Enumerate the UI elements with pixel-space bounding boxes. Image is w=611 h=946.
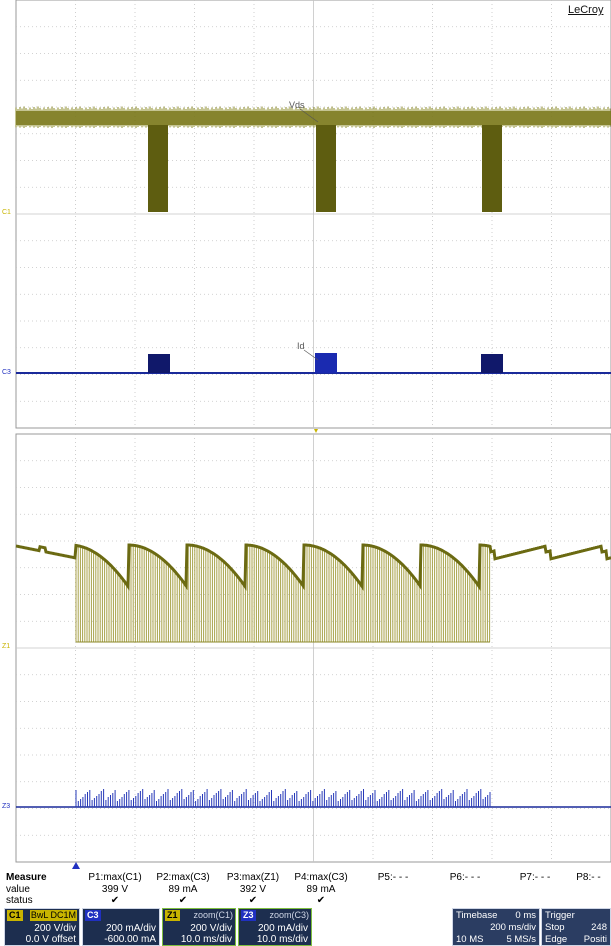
measure-col-p4[interactable]: P4:max(C3) 89 mA ✔ xyxy=(294,872,348,906)
measure-col-p1[interactable]: P1:max(C1) 399 V ✔ xyxy=(88,872,142,906)
measure-col-p6[interactable]: P6:- - - xyxy=(449,872,481,883)
vds-label: Vds xyxy=(289,100,305,110)
z3-trace xyxy=(16,789,611,808)
trigger-marker-top xyxy=(314,429,318,433)
z1-trace xyxy=(15,543,611,643)
oscilloscope-display: Vds C1 Id C3 Z1 Z3 xyxy=(2,0,611,869)
descriptor-c1-tag: C1 xyxy=(7,910,23,921)
vds-trace xyxy=(15,106,611,212)
descriptor-c1-header: BwL DC1M xyxy=(29,910,77,921)
descriptor-c3[interactable]: C3 200 mA/div -600.00 mA xyxy=(82,908,160,946)
descriptor-z3[interactable]: Z3 zoom(C3) 200 mA/div 10.0 ms/div xyxy=(238,908,312,946)
c3-marker: C3 xyxy=(2,369,11,376)
measure-value-label: value xyxy=(6,883,30,895)
timebase-panel[interactable]: Timebase 0 ms 200 ms/div 10 MS 5 MS/s xyxy=(452,908,540,946)
c1-marker: C1 xyxy=(2,209,11,216)
grid-top xyxy=(15,0,611,429)
z3-marker: Z3 xyxy=(2,803,10,810)
measure-col-p8[interactable]: P8:- - xyxy=(576,872,601,883)
measure-col-p5[interactable]: P5:- - - xyxy=(377,872,409,883)
grid-bottom xyxy=(15,433,611,863)
descriptor-c1[interactable]: C1 BwL DC1M 200 V/div 0.0 V offset xyxy=(4,908,80,946)
measure-title: Measure xyxy=(6,872,47,883)
trigger-marker-bottom xyxy=(72,862,80,869)
measure-row-labels: Measure value status xyxy=(6,872,47,907)
measure-table: Measure value status P1:max(C1) 399 V ✔ … xyxy=(0,872,611,908)
trigger-panel[interactable]: Trigger Stop 248 Edge Positi xyxy=(541,908,611,946)
descriptor-z3-tag: Z3 xyxy=(241,910,256,921)
id-trace xyxy=(16,353,611,374)
brand-logo: LeCroy xyxy=(568,4,604,16)
id-label: Id xyxy=(297,341,305,351)
measure-col-p2[interactable]: P2:max(C3) 89 mA ✔ xyxy=(156,872,210,906)
descriptor-c3-tag: C3 xyxy=(85,910,101,921)
measure-status-label: status xyxy=(6,895,33,906)
measure-col-p7[interactable]: P7:- - - xyxy=(519,872,551,883)
measure-col-p3[interactable]: P3:max(Z1) 392 V ✔ xyxy=(226,872,280,906)
bottom-bar: C1 BwL DC1M 200 V/div 0.0 V offset C3 20… xyxy=(0,908,611,946)
descriptor-z1[interactable]: Z1 zoom(C1) 200 V/div 10.0 ms/div xyxy=(162,908,236,946)
z1-marker: Z1 xyxy=(2,643,10,650)
descriptor-z1-tag: Z1 xyxy=(165,910,180,921)
